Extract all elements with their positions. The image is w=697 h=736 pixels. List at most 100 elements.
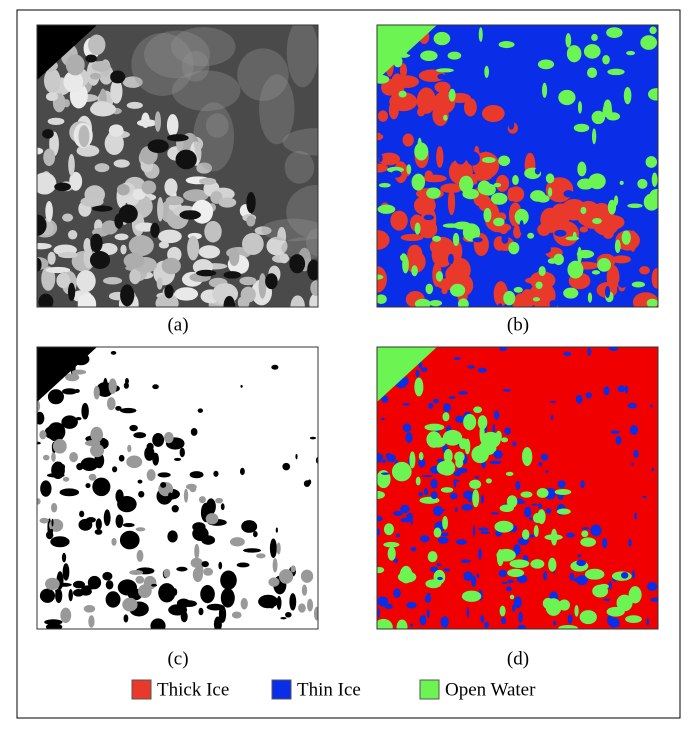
texture-blob	[567, 45, 582, 62]
texture-blob	[223, 271, 241, 279]
texture-blob	[566, 533, 575, 538]
texture-blob	[203, 568, 213, 576]
texture-blob	[289, 593, 296, 610]
texture-blob	[634, 513, 637, 520]
texture-blob	[45, 426, 61, 439]
texture-blob	[473, 256, 487, 265]
texture-blob	[282, 463, 290, 471]
legend-swatch	[272, 680, 291, 699]
texture-blob	[237, 562, 250, 567]
texture-blob	[518, 258, 526, 262]
texture-blob	[585, 569, 605, 580]
texture-blob	[68, 230, 77, 240]
texture-blob	[135, 576, 144, 584]
texture-blob	[88, 35, 105, 55]
texture-blob	[269, 595, 275, 608]
texture-blob	[215, 498, 223, 504]
texture-blob	[403, 133, 414, 146]
texture-blob	[124, 614, 129, 622]
texture-blob	[243, 548, 261, 552]
texture-blob	[527, 233, 534, 239]
texture-blob	[546, 173, 554, 183]
texture-blob	[473, 237, 483, 242]
texture-blob	[568, 614, 573, 623]
texture-blob	[168, 492, 172, 499]
texture-blob	[176, 150, 197, 170]
texture-blob	[494, 450, 503, 459]
texture-blob	[535, 168, 541, 175]
texture-blob	[167, 134, 189, 141]
texture-blob	[541, 454, 548, 461]
texture-blob	[411, 547, 417, 552]
texture-blob	[479, 424, 484, 443]
texture-blob	[73, 581, 85, 589]
texture-blob	[47, 473, 65, 477]
texture-blob	[167, 530, 177, 542]
texture-blob	[63, 563, 70, 580]
texture-blob	[384, 523, 394, 535]
texture-blob	[167, 114, 179, 136]
texture-blob	[144, 576, 157, 590]
texture-blob	[622, 231, 631, 245]
texture-blob	[119, 455, 125, 462]
texture-blob	[518, 612, 523, 623]
texture-blob	[147, 469, 156, 481]
texture-blob	[461, 504, 473, 511]
texture-blob	[196, 270, 216, 277]
texture-blob	[200, 585, 215, 603]
texture-blob	[166, 196, 184, 205]
texture-blob	[63, 477, 69, 482]
texture-blob	[609, 581, 612, 590]
texture-blob	[85, 483, 90, 488]
texture-blob	[122, 598, 137, 612]
texture-blob	[508, 242, 519, 254]
texture-blob	[580, 207, 586, 214]
texture-blob	[587, 348, 591, 356]
texture-blob	[647, 618, 649, 626]
texture-blob	[578, 101, 582, 114]
texture-blob	[633, 450, 638, 458]
texture-blob	[414, 143, 428, 161]
texture-blob	[406, 602, 417, 609]
texture-blob	[586, 392, 592, 398]
texture-blob	[494, 410, 500, 419]
texture-blob	[109, 124, 124, 137]
texture-blob	[491, 193, 508, 205]
texture-blob	[576, 395, 583, 404]
texture-blob	[138, 480, 143, 484]
texture-blob	[379, 183, 391, 188]
texture-blob	[176, 567, 187, 572]
texture-blob	[416, 369, 420, 377]
texture-blob	[94, 386, 100, 400]
texture-blob	[45, 201, 53, 222]
texture-blob	[607, 615, 613, 625]
texture-blob	[277, 542, 281, 554]
texture-blob	[403, 403, 410, 406]
texture-blob	[442, 412, 449, 421]
texture-blob	[467, 365, 474, 369]
texture-blob	[443, 403, 451, 412]
texture-blob	[563, 352, 571, 357]
texture-blob	[582, 527, 589, 530]
texture-blob	[92, 444, 98, 454]
texture	[369, 345, 661, 635]
texture-blob	[50, 529, 53, 534]
texture-blob	[240, 385, 242, 388]
texture-blob	[530, 195, 541, 199]
texture-blob	[537, 223, 550, 236]
texture-blob	[51, 503, 57, 513]
texture-blob	[420, 50, 437, 61]
texture-blob	[425, 595, 431, 603]
texture-blob	[307, 599, 313, 612]
texture-blob	[103, 277, 122, 284]
texture-blob	[302, 585, 307, 596]
texture-blob	[206, 513, 219, 524]
texture-blob	[478, 527, 489, 530]
texture-blob	[48, 389, 64, 404]
texture-blob	[138, 491, 144, 498]
texture-blob	[123, 523, 135, 527]
texture-blob	[295, 454, 297, 459]
panel-a-image	[27, 18, 348, 318]
texture-blob	[566, 236, 580, 240]
texture-blob	[118, 579, 137, 595]
